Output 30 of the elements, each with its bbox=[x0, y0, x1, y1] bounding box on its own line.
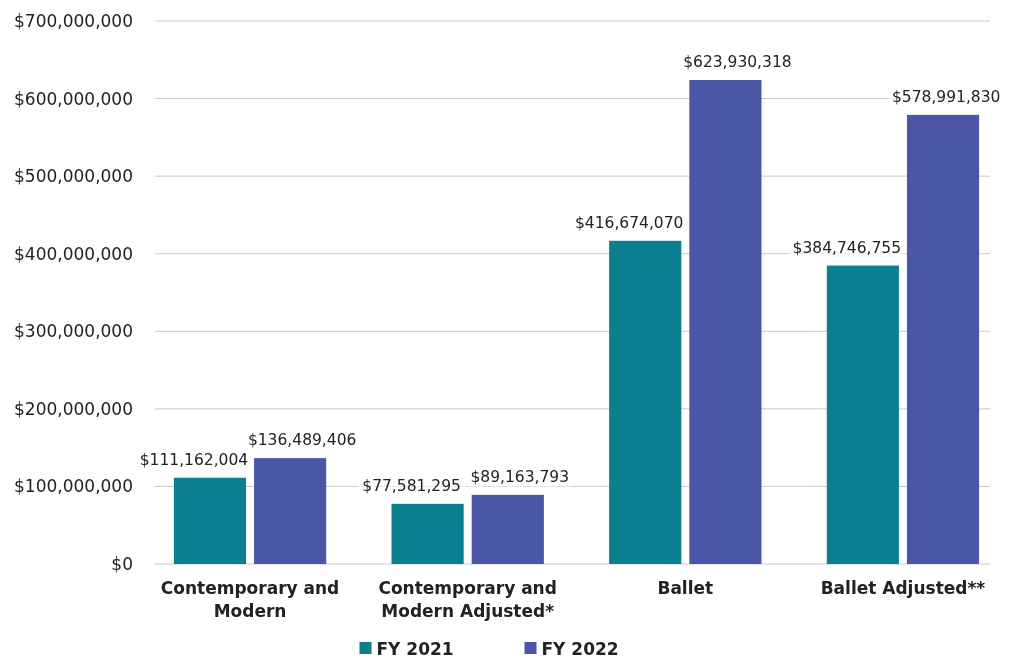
data-label: $77,581,295 bbox=[362, 476, 461, 495]
bar bbox=[391, 503, 464, 564]
x-tick-label: Contemporary and Modern bbox=[160, 578, 340, 621]
data-label: $136,489,406 bbox=[247, 431, 357, 450]
bar bbox=[471, 494, 544, 564]
y-tick-label: $100,000,000 bbox=[14, 476, 133, 497]
data-label: $384,746,755 bbox=[792, 238, 902, 257]
x-tick-label: Contemporary and Modern Adjusted* bbox=[378, 578, 557, 621]
x-tick-label: Ballet bbox=[657, 578, 714, 598]
bar bbox=[906, 114, 980, 564]
legend-label: FY 2021 bbox=[376, 639, 454, 659]
data-label: $578,991,830 bbox=[891, 87, 1001, 106]
data-label: $89,163,793 bbox=[470, 467, 570, 486]
y-tick-label: $200,000,000 bbox=[14, 398, 133, 419]
data-label: $623,930,318 bbox=[683, 53, 792, 72]
y-tick-label: $600,000,000 bbox=[14, 88, 133, 109]
y-tick-label: $700,000,000 bbox=[14, 10, 133, 31]
bar bbox=[609, 240, 682, 564]
bar bbox=[826, 265, 899, 564]
bar bbox=[173, 477, 247, 564]
y-tick-label: $300,000,000 bbox=[14, 321, 133, 342]
bar bbox=[254, 458, 327, 564]
y-tick-label: $400,000,000 bbox=[14, 243, 133, 264]
y-tick-label: $500,000,000 bbox=[14, 166, 133, 187]
x-tick-label: Ballet Adjusted** bbox=[820, 578, 986, 598]
y-tick-label: $0 bbox=[111, 553, 133, 574]
bar bbox=[689, 80, 762, 564]
data-label: $111,162,004 bbox=[139, 450, 249, 469]
legend-label: FY 2022 bbox=[541, 639, 619, 659]
data-label: $416,674,070 bbox=[574, 213, 684, 232]
